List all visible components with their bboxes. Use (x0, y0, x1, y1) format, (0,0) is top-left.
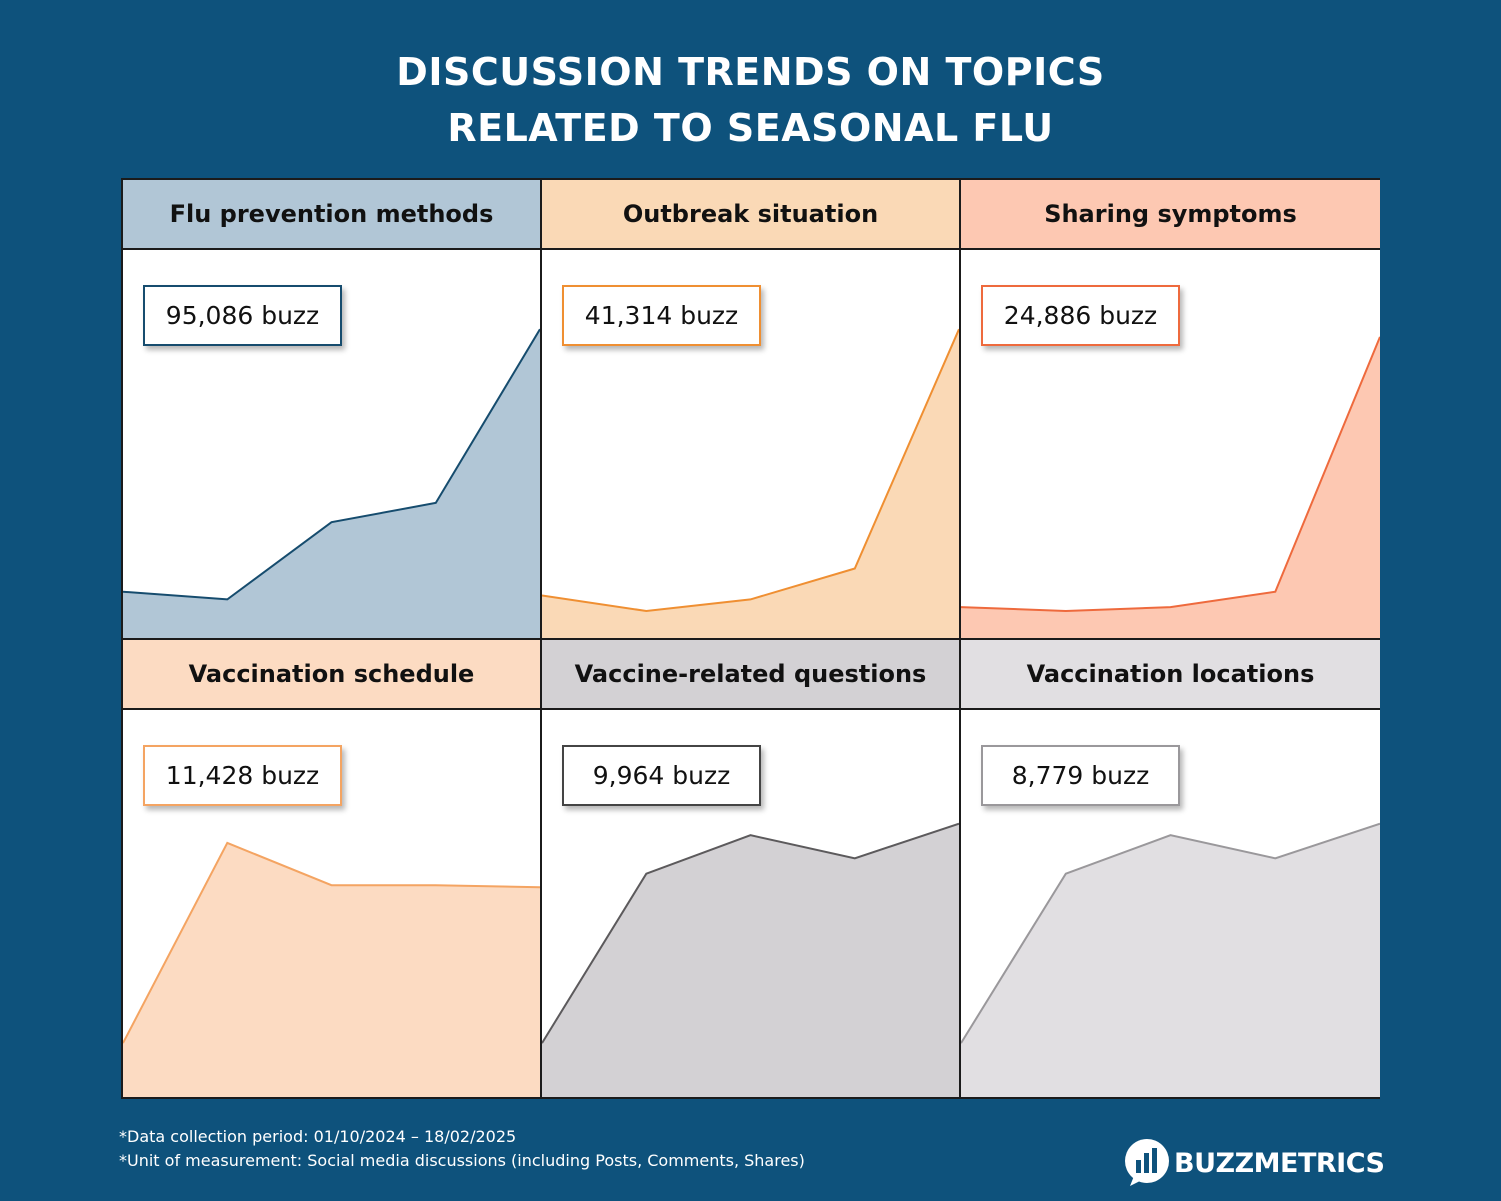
area-fill (123, 842, 540, 1097)
chart-panel: Outbreak situation 41,314 buzz (542, 180, 959, 638)
chart-panel-plot: 9,964 buzz (542, 712, 959, 1097)
buzzmetrics-logo-icon (1125, 1139, 1169, 1186)
chart-panel: Vaccination schedule 11,428 buzz (123, 640, 540, 1097)
buzz-count-badge: 41,314 buzz (562, 285, 761, 346)
footnote-unit: *Unit of measurement: Social media discu… (119, 1151, 805, 1170)
series-line (542, 822, 959, 1044)
chart-panel: Vaccination locations 8,779 buzz (961, 640, 1380, 1097)
footnote-data-period: *Data collection period: 01/10/2024 – 18… (119, 1127, 517, 1146)
grid-divider-horizontal (123, 638, 1378, 640)
area-fill (961, 823, 1380, 1097)
footnotes: *Data collection period: 01/10/2024 – 18… (119, 1125, 805, 1173)
area-chart (961, 822, 1380, 1097)
chart-panel-title: Vaccination locations (961, 640, 1380, 710)
area-chart (542, 328, 959, 638)
chart-panel: Flu prevention methods 95,086 buzz (123, 180, 540, 638)
area-chart (123, 328, 540, 638)
buzzmetrics-logo: BUZZMETRICS (1124, 1138, 1385, 1188)
buzz-count-badge: 8,779 buzz (981, 745, 1180, 806)
area-chart (961, 336, 1380, 638)
series-line (961, 336, 1380, 613)
chart-panel: Vaccine-related questions 9,964 buzz (542, 640, 959, 1097)
chart-title-line-2: RELATED TO SEASONAL FLU (447, 106, 1054, 150)
area-fill (542, 823, 959, 1097)
chart-panel-title: Outbreak situation (542, 180, 959, 250)
chart-title: DISCUSSION TRENDS ON TOPICS RELATED TO S… (0, 44, 1501, 156)
chart-panel-title: Flu prevention methods (123, 180, 540, 250)
series-line (123, 328, 540, 601)
area-chart (542, 822, 959, 1097)
buzz-count-badge: 9,964 buzz (562, 745, 761, 806)
logo-text: BUZZMETRICS (1174, 1147, 1385, 1179)
buzz-count-badge: 24,886 buzz (981, 285, 1180, 346)
series-line (961, 822, 1380, 1044)
area-fill (961, 336, 1380, 638)
chart-panel-plot: 8,779 buzz (961, 712, 1380, 1097)
series-line (123, 841, 540, 1044)
small-multiples-grid: Flu prevention methods 95,086 buzz Outbrea… (121, 178, 1380, 1099)
chart-panel-plot: 95,086 buzz (123, 252, 540, 638)
buzz-count-badge: 95,086 buzz (143, 285, 342, 346)
chart-panel-title: Vaccine-related questions (542, 640, 959, 710)
chart-panel: Sharing symptoms 24,886 buzz (961, 180, 1380, 638)
chart-panel-plot: 24,886 buzz (961, 252, 1380, 638)
area-chart (123, 841, 540, 1097)
chart-panel-plot: 11,428 buzz (123, 712, 540, 1097)
series-line (542, 328, 959, 613)
chart-panel-title: Vaccination schedule (123, 640, 540, 710)
chart-panel-title: Sharing symptoms (961, 180, 1380, 250)
chart-title-line-1: DISCUSSION TRENDS ON TOPICS (396, 50, 1105, 94)
area-fill (123, 329, 540, 638)
buzz-count-badge: 11,428 buzz (143, 745, 342, 806)
area-fill (542, 329, 959, 638)
chart-panel-plot: 41,314 buzz (542, 252, 959, 638)
